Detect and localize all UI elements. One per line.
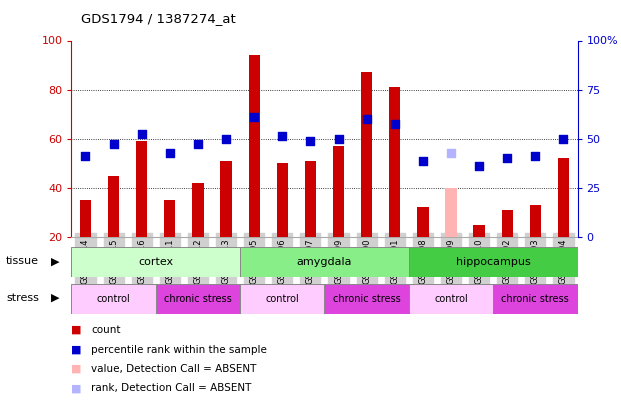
Bar [305, 161, 316, 237]
Text: control: control [265, 294, 299, 304]
Point [221, 135, 231, 142]
Bar [164, 200, 176, 237]
Text: ■: ■ [71, 345, 82, 354]
Point [474, 162, 484, 169]
Bar [361, 72, 372, 237]
Point [361, 116, 371, 122]
Text: ▶: ▶ [51, 256, 60, 266]
Point [193, 141, 203, 147]
Point [109, 141, 119, 147]
Bar [389, 87, 401, 237]
Text: chronic stress: chronic stress [333, 294, 401, 304]
Bar [324, 284, 409, 314]
Point [249, 113, 259, 120]
Point [306, 138, 315, 145]
Bar [240, 284, 324, 314]
Bar [502, 210, 513, 237]
Text: percentile rank within the sample: percentile rank within the sample [91, 345, 267, 354]
Bar [220, 161, 232, 237]
Text: stress: stress [6, 293, 39, 303]
Text: ■: ■ [71, 384, 82, 393]
Bar [473, 225, 485, 237]
Bar [71, 284, 156, 314]
Text: cortex: cortex [138, 257, 173, 267]
Bar [71, 247, 240, 277]
Text: value, Detection Call = ABSENT: value, Detection Call = ABSENT [91, 364, 256, 374]
Text: hippocampus: hippocampus [456, 257, 530, 267]
Bar [445, 188, 456, 237]
Text: GDS1794 / 1387274_at: GDS1794 / 1387274_at [81, 12, 235, 25]
Bar [558, 158, 569, 237]
Point [81, 153, 91, 159]
Bar [409, 284, 493, 314]
Text: control: control [97, 294, 130, 304]
Text: amygdala: amygdala [297, 257, 352, 267]
Bar [417, 207, 428, 237]
Text: chronic stress: chronic stress [164, 294, 232, 304]
Point [390, 121, 400, 127]
Bar [277, 163, 288, 237]
Point [558, 135, 568, 142]
Bar [333, 146, 344, 237]
Point [278, 133, 288, 139]
Point [446, 150, 456, 157]
Point [418, 158, 428, 164]
Point [333, 135, 343, 142]
Bar [409, 247, 578, 277]
Text: ▶: ▶ [51, 293, 60, 303]
Bar [248, 55, 260, 237]
Bar [108, 175, 119, 237]
Bar [530, 205, 541, 237]
Bar [493, 284, 578, 314]
Point [165, 150, 175, 157]
Text: ■: ■ [71, 325, 82, 335]
Bar [80, 200, 91, 237]
Point [137, 130, 147, 137]
Text: ■: ■ [71, 364, 82, 374]
Bar [193, 183, 204, 237]
Bar [136, 141, 147, 237]
Point [530, 153, 540, 159]
Text: control: control [434, 294, 468, 304]
Text: count: count [91, 325, 121, 335]
Point [502, 155, 512, 162]
Text: chronic stress: chronic stress [502, 294, 569, 304]
Bar [156, 284, 240, 314]
Bar [240, 247, 409, 277]
Text: tissue: tissue [6, 256, 39, 266]
Text: rank, Detection Call = ABSENT: rank, Detection Call = ABSENT [91, 384, 252, 393]
